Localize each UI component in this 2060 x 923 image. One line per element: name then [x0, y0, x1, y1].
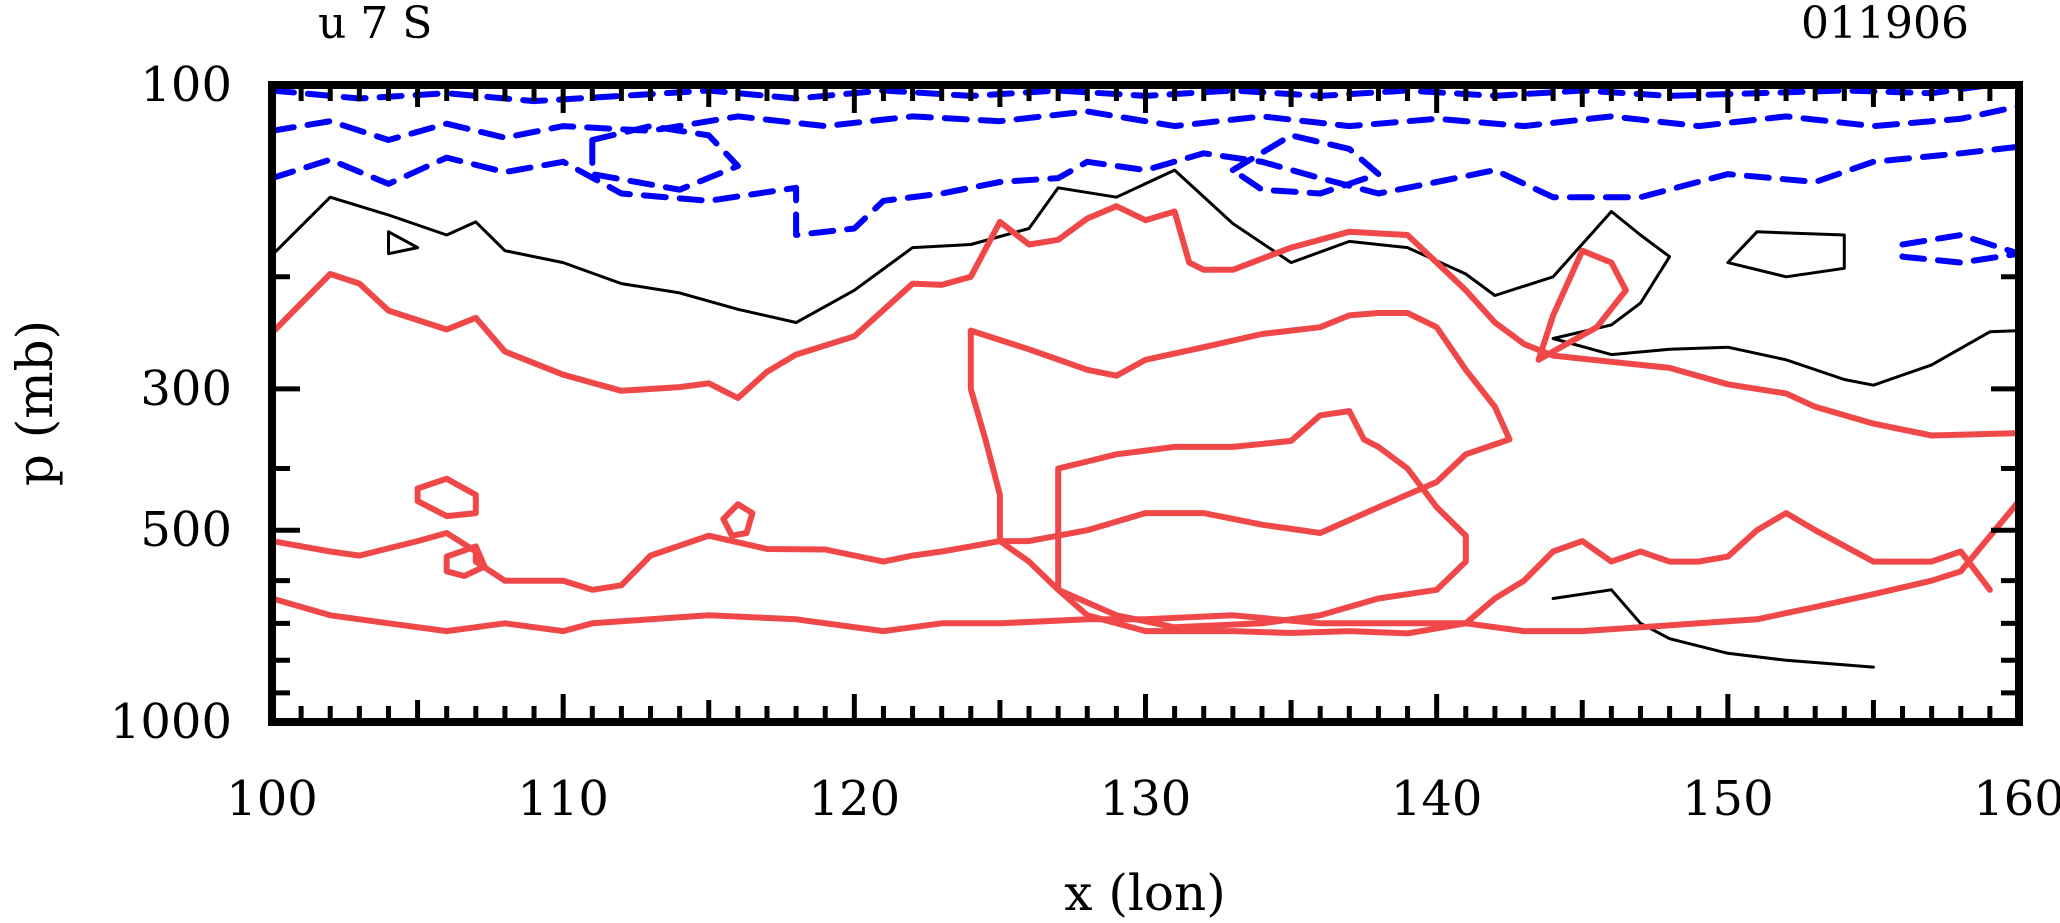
x-tick-label: 120	[809, 771, 901, 827]
y-axis-title: p (mb)	[6, 320, 64, 486]
positive-contour-line	[414, 475, 479, 520]
x-tick-label: 150	[1682, 771, 1774, 827]
x-tick-label: 140	[1391, 771, 1483, 827]
x-axis-title: x (lon)	[1064, 864, 1225, 922]
positive-contour-line	[269, 203, 2022, 439]
negative-contour-line	[589, 123, 741, 193]
title-right: 011906	[1801, 0, 1969, 49]
x-tick-label: 160	[1973, 771, 2060, 827]
negative-contour-line	[269, 143, 2022, 238]
negative-contour-line	[1229, 132, 1382, 197]
positive-contour-line	[1535, 247, 1629, 363]
positive-contour-line	[269, 510, 1993, 637]
title-left: u 7 S	[318, 0, 432, 49]
x-tick-label: 100	[226, 771, 318, 827]
positive-contour-line	[967, 310, 1513, 545]
positive-contour-line	[720, 501, 756, 539]
y-tick-label: 1000	[110, 694, 232, 750]
x-tick-label: 110	[517, 771, 609, 827]
zero-contour-line	[1726, 230, 1846, 279]
y-tick-label: 300	[140, 361, 232, 417]
negative-contour-line	[269, 103, 2022, 143]
plot-frame	[268, 81, 2023, 726]
positive-contour-line	[269, 498, 2022, 635]
y-tick-labels: 100 300 500 1000	[110, 57, 232, 750]
contour-lines	[269, 82, 2022, 669]
positive-contour-line	[443, 543, 488, 579]
y-tick-label: 500	[140, 502, 232, 558]
zero-contour-line	[270, 168, 2021, 387]
zero-contour-line	[1551, 588, 1875, 669]
y-tick-label: 100	[140, 57, 232, 113]
positive-contour-line	[1055, 408, 1469, 631]
zero-contour-line	[387, 230, 420, 256]
x-tick-label: 130	[1100, 771, 1192, 827]
x-tick-labels: 100 110 120 130 140 150 160	[226, 771, 2060, 827]
negative-contour-line	[1899, 232, 2022, 266]
